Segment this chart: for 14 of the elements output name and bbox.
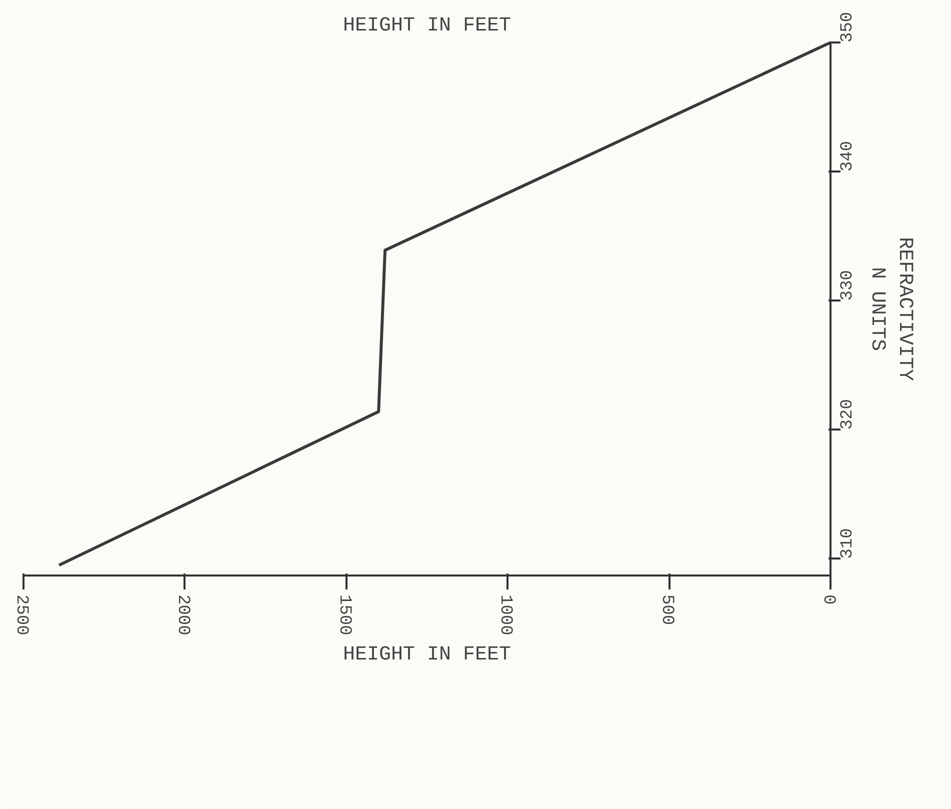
x-tick-label: 1000 bbox=[496, 594, 515, 636]
y-tick-label: 340 bbox=[838, 140, 858, 172]
x-tick-label: 2000 bbox=[172, 594, 192, 636]
y-tick-label: 350 bbox=[838, 12, 858, 42]
chart-title: HEIGHT IN FEET bbox=[342, 14, 512, 38]
y-tick-label: 330 bbox=[838, 270, 858, 301]
y-tick-label: 310 bbox=[838, 528, 858, 559]
y-axis-title: REFRACTIVITY N UNITS bbox=[866, 236, 916, 382]
x-tick-label: 1500 bbox=[334, 594, 354, 636]
x-axis-title: HEIGHT IN FEET bbox=[342, 643, 512, 666]
x-tick-label: 500 bbox=[657, 594, 676, 626]
y-tick-label: 320 bbox=[838, 399, 858, 430]
x-tick-label: 0 bbox=[818, 594, 838, 605]
x-tick-label: 2500 bbox=[12, 594, 30, 636]
